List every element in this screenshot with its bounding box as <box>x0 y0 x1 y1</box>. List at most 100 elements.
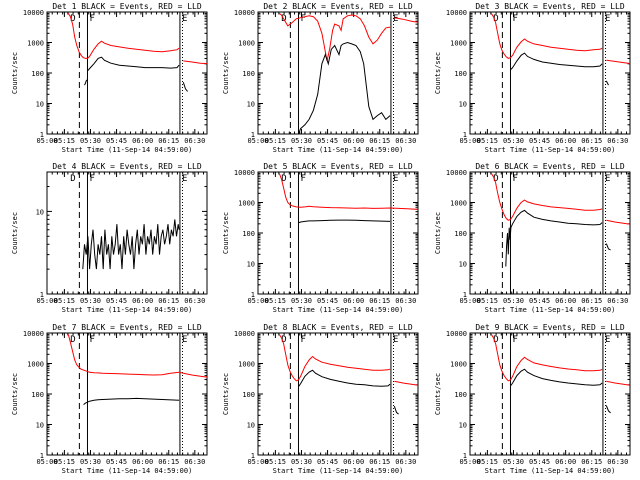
x-tick-label: 06:15 <box>369 458 390 466</box>
y-tick-label: 100 <box>31 391 44 399</box>
y-tick-label: 1 <box>40 291 44 299</box>
y-tick-label: 10000 <box>23 330 44 338</box>
y-tick-label: 1 <box>40 131 44 139</box>
x-tick-label: 05:15 <box>54 137 75 145</box>
plot-frame <box>257 171 419 295</box>
x-tick-label: 06:00 <box>555 458 576 466</box>
chart-panel-5: Det 5 BLACK = Events, RED = LLD 1 10 100 100… <box>222 162 419 314</box>
y-axis-label: Counts/sec <box>222 52 230 94</box>
chart-title: Det 8 BLACK = Events, RED = LLD <box>263 323 412 332</box>
x-tick-label: 06:30 <box>607 458 628 466</box>
time-marker-label: D <box>70 14 75 24</box>
x-tick-label: 06:15 <box>581 458 602 466</box>
x-tick-label: 05:45 <box>317 297 338 305</box>
time-marker-label: F <box>512 335 517 345</box>
y-tick-label: 1000 <box>450 200 467 208</box>
time-marker-label: F <box>512 14 517 24</box>
x-axis-label: Start Time (11-Sep-14 04:59:00) <box>485 306 616 314</box>
y-tick-label: 10000 <box>234 169 255 177</box>
plot-frame <box>257 332 419 456</box>
chart-title: Det 1 BLACK = Events, RED = LLD <box>52 2 201 11</box>
x-tick-label: 06:15 <box>369 137 390 145</box>
time-marker-label: E <box>182 335 187 345</box>
y-tick-label: 1 <box>251 291 255 299</box>
x-tick-label: 05:45 <box>106 137 127 145</box>
y-tick-label: 1 <box>463 131 467 139</box>
events-series-line <box>298 219 391 224</box>
events-series-line <box>83 397 180 405</box>
lld-series-line <box>67 13 180 59</box>
x-axis-label: Start Time (11-Sep-14 04:59:00) <box>273 306 404 314</box>
x-tick-label: 06:00 <box>555 137 576 145</box>
events-series-line <box>505 209 603 267</box>
time-marker-label: D <box>493 174 498 184</box>
lld-series-line <box>278 13 391 62</box>
lld-series-line <box>394 17 418 23</box>
x-axis-label: Start Time (11-Sep-14 04:59:00) <box>273 146 404 154</box>
x-tick-label: 06:15 <box>581 137 602 145</box>
events-series-line <box>298 369 391 387</box>
events-series-line <box>605 405 611 414</box>
y-tick-label: 100 <box>454 391 467 399</box>
x-tick-label: 05:30 <box>291 458 312 466</box>
x-axis-label: Start Time (11-Sep-14 04:59:00) <box>62 306 193 314</box>
x-tick-label: 06:15 <box>158 297 179 305</box>
y-tick-label: 1000 <box>450 361 467 369</box>
x-tick-label: 05:00 <box>247 297 268 305</box>
x-tick-label: 05:15 <box>477 137 498 145</box>
x-tick-label: 06:30 <box>607 137 628 145</box>
y-tick-label: 10000 <box>446 9 467 17</box>
events-series-line <box>87 56 180 71</box>
y-tick-label: 10000 <box>446 169 467 177</box>
y-axis-label: Counts/sec <box>11 373 19 415</box>
y-tick-label: 100 <box>242 391 255 399</box>
time-marker-label: F <box>89 335 94 345</box>
time-marker-label: E <box>393 335 398 345</box>
y-axis-label: Counts/sec <box>434 212 442 254</box>
y-tick-label: 1 <box>251 452 255 460</box>
y-axis-label: Counts/sec <box>222 212 230 254</box>
lld-series-line <box>278 334 391 382</box>
y-tick-label: 10 <box>247 261 255 269</box>
events-series-line <box>393 405 399 415</box>
x-tick-label: 05:30 <box>503 297 524 305</box>
x-tick-label: 05:45 <box>529 458 550 466</box>
time-marker-label: D <box>493 14 498 24</box>
x-tick-label: 06:30 <box>607 297 628 305</box>
y-tick-label: 100 <box>454 70 467 78</box>
y-axis-label: Counts/sec <box>222 373 230 415</box>
time-marker-label: D <box>281 174 286 184</box>
events-series-line <box>510 368 603 386</box>
x-tick-label: 05:15 <box>54 297 75 305</box>
y-tick-label: 1000 <box>238 361 255 369</box>
plot-frame <box>46 332 208 456</box>
plot-frame <box>46 171 208 295</box>
plot-frame <box>469 332 631 456</box>
x-tick-label: 06:30 <box>184 458 205 466</box>
y-tick-label: 10000 <box>234 330 255 338</box>
x-tick-label: 05:00 <box>36 458 57 466</box>
time-marker-label: E <box>605 174 610 184</box>
y-tick-label: 1000 <box>238 40 255 48</box>
x-tick-label: 05:45 <box>106 297 127 305</box>
x-tick-label: 05:15 <box>54 458 75 466</box>
x-tick-label: 05:00 <box>459 137 480 145</box>
x-tick-label: 06:00 <box>343 458 364 466</box>
x-tick-label: 05:15 <box>477 458 498 466</box>
chart-title: Det 6 BLACK = Events, RED = LLD <box>475 162 624 171</box>
chart-panel-8: Det 8 BLACK = Events, RED = LLD 1 10 100 100… <box>222 323 419 475</box>
y-tick-label: 1000 <box>27 361 44 369</box>
x-tick-label: 05:00 <box>247 137 268 145</box>
x-tick-label: 06:15 <box>581 297 602 305</box>
x-tick-label: 05:15 <box>477 297 498 305</box>
x-tick-label: 05:30 <box>291 297 312 305</box>
y-tick-label: 10 <box>36 101 44 109</box>
y-axis-label: Counts/sec <box>11 52 19 94</box>
time-marker-label: F <box>300 14 305 24</box>
y-axis-label: Counts/sec <box>11 212 19 254</box>
x-tick-label: 05:30 <box>80 137 101 145</box>
x-tick-label: 06:00 <box>343 137 364 145</box>
y-tick-label: 10000 <box>234 9 255 17</box>
y-tick-label: 1000 <box>238 200 255 208</box>
time-marker-label: F <box>300 174 305 184</box>
